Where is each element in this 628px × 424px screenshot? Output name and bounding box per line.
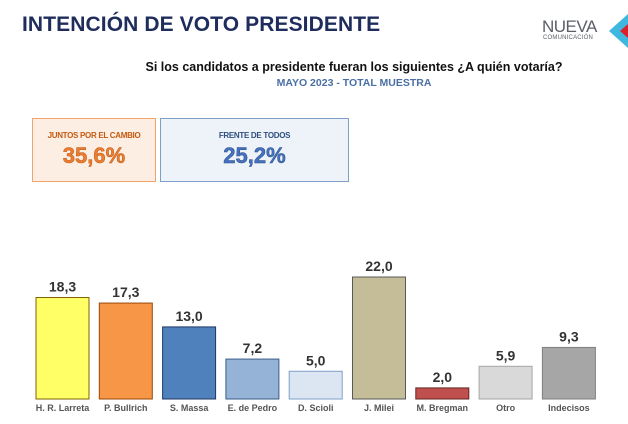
summary-label: FRENTE DE TODOS xyxy=(218,131,291,140)
category-label: P. Bullrich xyxy=(104,403,147,413)
category-label: Indecisos xyxy=(548,403,590,413)
bar-otro xyxy=(478,365,533,400)
brand-logo: NUEVA COMUNICACIÓN xyxy=(542,18,612,42)
bar-value-label: 5,9 xyxy=(496,347,516,363)
chart-question: Si los candidatos a presidente fueran lo… xyxy=(145,60,563,74)
summary-value: 35,6% xyxy=(62,143,126,169)
summary-label: JUNTOS POR EL CAMBIO xyxy=(47,131,141,140)
category-label: S. Massa xyxy=(170,403,210,413)
bar-j-milei xyxy=(352,276,406,400)
bar-indecisos xyxy=(541,346,596,400)
category-label: J. Milei xyxy=(364,403,394,413)
chart-sample: MAYO 2023 - TOTAL MUESTRA xyxy=(276,77,432,89)
logo-subtitle: COMUNICACIÓN xyxy=(543,35,594,41)
bar-value-label: 18,3 xyxy=(49,279,76,295)
logo-wordmark: NUEVA xyxy=(542,17,597,36)
category-label: D. Scioli xyxy=(298,403,334,413)
category-label: H. R. Larreta xyxy=(36,403,91,413)
bar-p-bullrich xyxy=(98,302,153,400)
category-label: Otro xyxy=(496,403,516,413)
bar-value-label: 2,0 xyxy=(433,369,453,385)
bar-value-label: 17,3 xyxy=(112,284,139,300)
bar-value-label: 22,0 xyxy=(365,258,392,274)
bar-value-label: 5,0 xyxy=(306,352,326,368)
summary-box-frente: FRENTE DE TODOS 25,2% xyxy=(160,118,349,182)
summary-value: 25,2% xyxy=(223,143,286,169)
page-title: INTENCIÓN DE VOTO PRESIDENTE xyxy=(22,13,381,36)
bar-e-de-pedro xyxy=(225,358,280,400)
bar-s-massa xyxy=(162,326,217,400)
bar-m-bregman xyxy=(415,387,470,400)
bar-d-scioli xyxy=(288,370,343,400)
bar-value-label: 7,2 xyxy=(243,340,263,356)
bar-value-label: 9,3 xyxy=(559,328,579,344)
summary-box-juntos: JUNTOS POR EL CAMBIO 35,6% xyxy=(32,118,156,182)
bar-chart: 18,3 H. R. Larreta 17,3 P. Bullrich 13,0 S. M… xyxy=(35,258,596,413)
bar-h-r-larreta xyxy=(35,297,90,400)
category-label: E. de Pedro xyxy=(228,403,278,413)
logo-accent-icon xyxy=(620,24,628,38)
bar-value-label: 13,0 xyxy=(175,308,202,324)
logo-diamond-icon xyxy=(609,14,628,48)
category-label: M. Bregman xyxy=(417,403,469,413)
